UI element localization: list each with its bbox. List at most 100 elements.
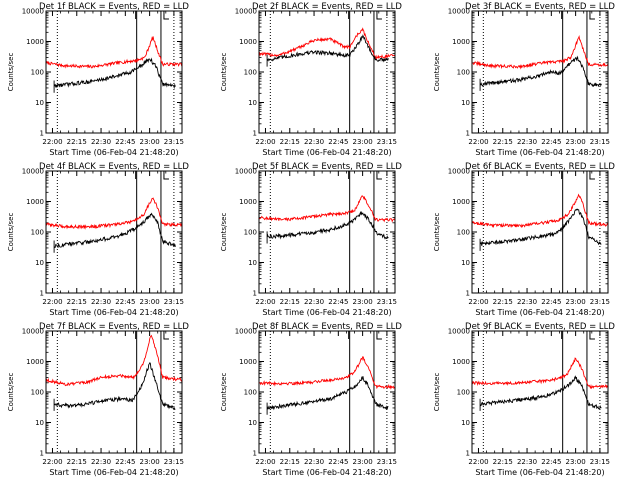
y-tick-label: 1000 bbox=[26, 38, 44, 46]
y-tick-label: 1 bbox=[253, 450, 257, 458]
series-group bbox=[259, 27, 395, 67]
y-tick-label: 1 bbox=[466, 290, 470, 298]
chart-title: Det 3f BLACK = Events, RED = LLD bbox=[465, 2, 615, 12]
y-tick-label: 10 bbox=[35, 259, 44, 267]
series-line-lld-red bbox=[472, 35, 608, 70]
y-tick-label: 1000 bbox=[452, 38, 470, 46]
y-tick-label: 10 bbox=[461, 259, 470, 267]
chart-panel-4: Det 4f BLACK = Events, RED = LLD Counts/s… bbox=[7, 162, 189, 317]
chart-panel-7: Det 7f BLACK = Events, RED = LLD Counts/s… bbox=[7, 322, 189, 477]
y-axis-label: Counts/sec bbox=[220, 373, 228, 412]
y-tick-label: 1 bbox=[40, 290, 44, 298]
chart-panel-3: Det 3f BLACK = Events, RED = LLD Counts/s… bbox=[433, 2, 615, 157]
x-tick-label: 23:00 bbox=[566, 138, 586, 146]
plot-frame bbox=[45, 330, 183, 454]
x-axis-label: Start Time (06-Feb-04 21:48:20) bbox=[475, 308, 604, 317]
y-tick-label: 1 bbox=[253, 290, 257, 298]
y-axis-label: Counts/sec bbox=[220, 213, 228, 252]
x-tick-label: 22:00 bbox=[468, 138, 488, 146]
x-tick-label: 23:00 bbox=[140, 458, 160, 466]
series-line-lld-red bbox=[46, 334, 182, 387]
x-tick-label: 22:45 bbox=[328, 298, 348, 306]
y-tick-label: 10000 bbox=[22, 168, 44, 176]
y-tick-label: 10 bbox=[248, 259, 257, 267]
series-line-lld-red bbox=[46, 197, 182, 230]
series-line-lld-red bbox=[259, 27, 395, 60]
y-tick-label: 100 bbox=[31, 389, 44, 397]
x-tick-label: 22:15 bbox=[493, 298, 513, 306]
x-tick-label: 23:00 bbox=[140, 138, 160, 146]
series-line-lld-red bbox=[472, 193, 608, 229]
y-tick-label: 10 bbox=[35, 419, 44, 427]
chart-panel-9: Det 9f BLACK = Events, RED = LLD Counts/s… bbox=[433, 322, 615, 477]
x-tick-label: 22:30 bbox=[304, 138, 324, 146]
y-axis-label: Counts/sec bbox=[7, 373, 15, 412]
chart-panel-8: Det 8f BLACK = Events, RED = LLD Counts/s… bbox=[220, 322, 402, 477]
y-tick-label: 10000 bbox=[22, 328, 44, 336]
chart-title: Det 8f BLACK = Events, RED = LLD bbox=[252, 322, 402, 332]
chart-panel-5: Det 5f BLACK = Events, RED = LLD Counts/s… bbox=[220, 162, 402, 317]
x-tick-label: 23:00 bbox=[566, 458, 586, 466]
y-tick-label: 10000 bbox=[235, 8, 257, 16]
y-tick-label: 100 bbox=[31, 229, 44, 237]
y-axis-label: Counts/sec bbox=[433, 373, 441, 412]
series-line-events-black bbox=[266, 34, 389, 67]
x-tick-label: 22:00 bbox=[468, 458, 488, 466]
y-tick-label: 1000 bbox=[239, 38, 257, 46]
x-tick-label: 23:15 bbox=[164, 458, 184, 466]
y-axis-label: Counts/sec bbox=[433, 213, 441, 252]
series-line-events-black bbox=[53, 361, 176, 411]
x-tick-label: 23:00 bbox=[353, 458, 373, 466]
series-line-events-black bbox=[479, 375, 602, 411]
x-tick-label: 22:45 bbox=[115, 138, 135, 146]
y-tick-label: 10000 bbox=[448, 8, 470, 16]
y-tick-label: 100 bbox=[457, 229, 470, 237]
marker-bracket-right bbox=[376, 171, 382, 180]
x-tick-label: 22:15 bbox=[280, 298, 300, 306]
chart-title: Det 5f BLACK = Events, RED = LLD bbox=[252, 162, 402, 172]
y-tick-label: 10000 bbox=[448, 328, 470, 336]
x-tick-label: 22:30 bbox=[517, 298, 537, 306]
series-line-lld-red bbox=[259, 195, 395, 223]
marker-bracket-right bbox=[589, 11, 595, 20]
plot-frame bbox=[471, 330, 609, 454]
chart-title: Det 4f BLACK = Events, RED = LLD bbox=[39, 162, 189, 172]
series-group bbox=[472, 193, 608, 251]
y-tick-label: 1000 bbox=[239, 358, 257, 366]
series-line-lld-red bbox=[259, 356, 395, 390]
x-tick-label: 22:45 bbox=[541, 138, 561, 146]
x-tick-label: 23:15 bbox=[590, 458, 610, 466]
chart-panel-2: Det 2f BLACK = Events, RED = LLD Counts/s… bbox=[220, 2, 402, 157]
x-tick-label: 22:45 bbox=[115, 298, 135, 306]
y-axis-label: Counts/sec bbox=[220, 53, 228, 92]
series-group bbox=[259, 356, 395, 415]
x-tick-label: 22:45 bbox=[541, 298, 561, 306]
y-tick-label: 10 bbox=[35, 99, 44, 107]
x-tick-label: 22:15 bbox=[67, 458, 87, 466]
x-axis-label: Start Time (06-Feb-04 21:48:20) bbox=[49, 308, 178, 317]
chart-title: Det 1f BLACK = Events, RED = LLD bbox=[39, 2, 189, 12]
x-tick-label: 22:00 bbox=[255, 458, 275, 466]
y-tick-label: 1 bbox=[466, 450, 470, 458]
x-axis-label: Start Time (06-Feb-04 21:48:20) bbox=[49, 148, 178, 157]
series-line-events-black bbox=[479, 55, 602, 91]
x-axis-label: Start Time (06-Feb-04 21:48:20) bbox=[262, 308, 391, 317]
series-line-lld-red bbox=[472, 357, 608, 390]
y-tick-label: 10000 bbox=[448, 168, 470, 176]
x-tick-label: 22:30 bbox=[91, 138, 111, 146]
x-axis-label: Start Time (06-Feb-04 21:48:20) bbox=[262, 468, 391, 477]
series-line-events-black bbox=[53, 57, 176, 93]
y-tick-label: 1 bbox=[253, 130, 257, 138]
y-tick-label: 100 bbox=[31, 69, 44, 77]
x-tick-label: 22:30 bbox=[91, 458, 111, 466]
y-tick-label: 1 bbox=[40, 130, 44, 138]
x-tick-label: 22:30 bbox=[304, 298, 324, 306]
y-tick-label: 10000 bbox=[235, 328, 257, 336]
marker-bracket-right bbox=[163, 171, 169, 180]
x-tick-label: 22:15 bbox=[280, 458, 300, 466]
y-tick-label: 100 bbox=[244, 389, 257, 397]
x-tick-label: 22:45 bbox=[115, 458, 135, 466]
x-tick-label: 22:00 bbox=[255, 298, 275, 306]
series-line-events-black bbox=[479, 208, 602, 251]
y-tick-label: 1 bbox=[466, 130, 470, 138]
